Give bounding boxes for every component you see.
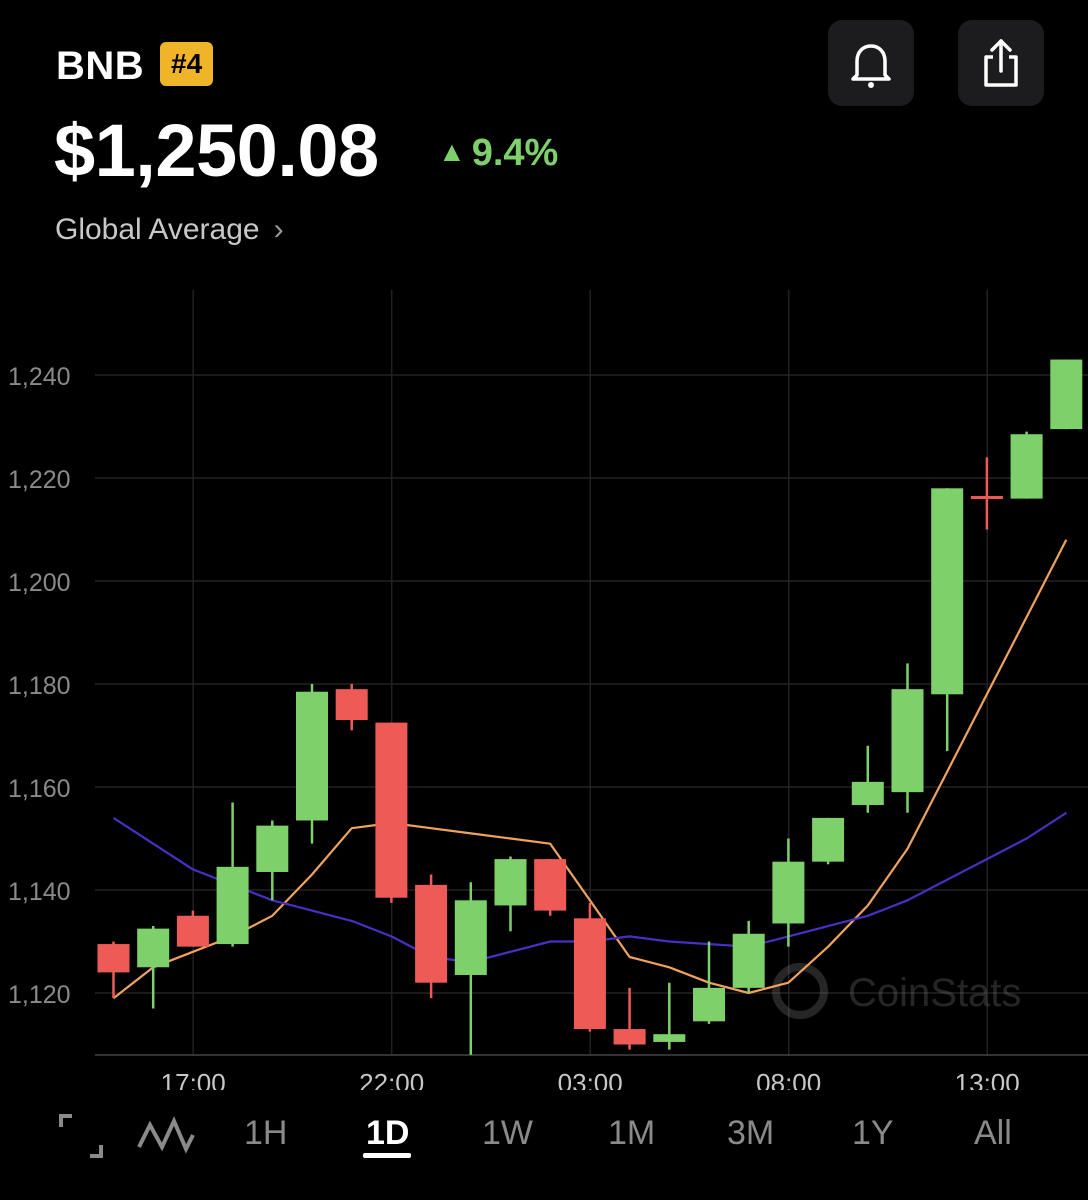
- candle-up: [851, 781, 884, 806]
- candle-down: [970, 496, 1003, 500]
- range-tab-all[interactable]: All: [974, 1114, 1012, 1152]
- x-tick-label: 13:00: [955, 1068, 1020, 1090]
- rank-badge: #4: [160, 42, 214, 86]
- y-tick-label: 1,160: [8, 775, 71, 803]
- candle-up: [812, 817, 845, 862]
- moving-average-fast: [112, 539, 1068, 1000]
- x-tick-label: 03:00: [558, 1068, 623, 1090]
- current-price: $1,250.08: [54, 109, 379, 192]
- candle-down: [573, 918, 606, 1030]
- y-tick-label: 1,240: [8, 363, 71, 391]
- candle-down: [176, 915, 209, 947]
- candle-up: [653, 1034, 686, 1042]
- price-source-link[interactable]: Global Average ›: [55, 210, 284, 250]
- y-tick-label: 1,180: [8, 672, 71, 700]
- y-tick-label: 1,140: [8, 878, 71, 906]
- range-tab-1d[interactable]: 1D: [366, 1114, 410, 1152]
- line-chart-icon[interactable]: [136, 1115, 196, 1157]
- coinstats-logo-icon: [772, 963, 828, 1019]
- share-icon: [984, 39, 1018, 87]
- alert-button[interactable]: [828, 20, 914, 106]
- candle-up: [931, 488, 964, 695]
- coinstats-watermark: CoinStats: [772, 963, 1021, 1019]
- y-tick-label: 1,220: [8, 466, 71, 494]
- candle-down: [375, 722, 408, 898]
- range-tab-1w[interactable]: 1W: [482, 1114, 533, 1152]
- y-tick-label: 1,120: [8, 981, 71, 1009]
- candle-down: [335, 689, 368, 721]
- y-tick-label: 1,200: [8, 569, 71, 597]
- candle-up: [1050, 359, 1083, 430]
- range-tab-1m[interactable]: 1M: [608, 1114, 656, 1152]
- fullscreen-icon[interactable]: [58, 1113, 104, 1159]
- range-tab-1h[interactable]: 1H: [244, 1114, 288, 1152]
- candle-up: [693, 987, 725, 1022]
- bell-icon: [851, 44, 891, 88]
- price-source-label: Global Average: [55, 213, 260, 246]
- candle-up: [216, 866, 249, 945]
- candle-up: [1010, 434, 1043, 499]
- x-tick-label: 08:00: [756, 1068, 821, 1090]
- candle-down: [415, 884, 448, 983]
- x-tick-label: 17:00: [161, 1068, 226, 1090]
- candle-down: [534, 859, 567, 911]
- watermark-text: CoinStats: [848, 971, 1021, 1015]
- price-chart[interactable]: 1,120 1,140 1,160 1,180 1,200 1,220 1,240 17:00…: [0, 280, 1088, 1090]
- range-tab-1y[interactable]: 1Y: [852, 1114, 894, 1152]
- candle-up: [137, 928, 170, 968]
- x-tick-label: 22:00: [359, 1068, 424, 1090]
- price-change-value: 9.4%: [471, 132, 559, 174]
- candle-up: [296, 691, 328, 821]
- up-arrow-icon: ▲: [438, 136, 466, 167]
- price-change: ▲ 9.4%: [438, 130, 558, 175]
- candle-up: [772, 861, 805, 924]
- candle-up: [891, 689, 924, 793]
- candle-down: [97, 944, 130, 973]
- candle-up: [454, 900, 487, 975]
- range-toolbar: 1H 1D 1W 1M 3M 1Y All: [0, 1105, 1088, 1165]
- coin-name: BNB: [56, 44, 145, 88]
- active-range-underline: [363, 1153, 411, 1158]
- share-button[interactable]: [958, 20, 1044, 106]
- candle-up: [494, 859, 527, 906]
- candle-up: [256, 825, 289, 872]
- chevron-right-icon: ›: [273, 213, 284, 246]
- candle-up: [732, 933, 765, 988]
- candle-down: [613, 1029, 646, 1045]
- range-tab-3m[interactable]: 3M: [727, 1114, 775, 1152]
